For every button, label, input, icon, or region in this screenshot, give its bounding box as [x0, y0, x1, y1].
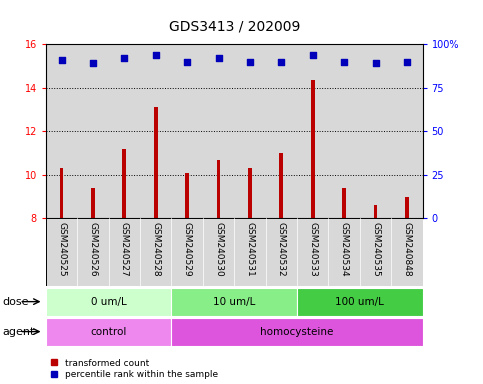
Legend: transformed count, percentile rank within the sample: transformed count, percentile rank withi…	[50, 359, 218, 379]
Bar	[297, 288, 423, 316]
Bar	[46, 318, 171, 346]
Text: 100 um/L: 100 um/L	[335, 296, 384, 307]
Text: GSM240535: GSM240535	[371, 222, 380, 276]
Point	[309, 51, 317, 58]
Bar	[171, 318, 423, 346]
Text: GSM240529: GSM240529	[183, 222, 192, 276]
Text: control: control	[90, 326, 127, 337]
Bar	[311, 80, 314, 218]
Bar	[60, 168, 63, 218]
Point	[58, 57, 66, 63]
Point	[246, 58, 254, 65]
Text: 0 um/L: 0 um/L	[91, 296, 127, 307]
Bar	[280, 153, 283, 218]
Text: GSM240527: GSM240527	[120, 222, 129, 276]
Point	[372, 60, 380, 66]
Text: dose: dose	[2, 296, 29, 307]
Point	[89, 60, 97, 66]
Text: GSM240526: GSM240526	[88, 222, 98, 276]
Bar	[46, 288, 171, 316]
Text: GSM240528: GSM240528	[151, 222, 160, 276]
Text: GSM240848: GSM240848	[402, 222, 412, 276]
Text: homocysteine: homocysteine	[260, 326, 334, 337]
Bar	[123, 149, 126, 218]
Text: GSM240530: GSM240530	[214, 222, 223, 276]
Point	[340, 58, 348, 65]
Bar	[154, 108, 157, 218]
Bar	[405, 197, 409, 218]
Text: GSM240534: GSM240534	[340, 222, 349, 276]
Point	[277, 58, 285, 65]
Bar	[91, 188, 95, 218]
Bar	[342, 188, 346, 218]
Point	[152, 51, 159, 58]
Text: 10 um/L: 10 um/L	[213, 296, 256, 307]
Bar	[374, 205, 377, 218]
Bar	[217, 160, 220, 218]
Text: GDS3413 / 202009: GDS3413 / 202009	[169, 19, 300, 33]
Point	[403, 58, 411, 65]
Bar	[185, 173, 189, 218]
Point	[184, 58, 191, 65]
Point	[121, 55, 128, 61]
Point	[215, 55, 223, 61]
Bar	[171, 288, 297, 316]
Bar	[248, 168, 252, 218]
Text: GSM240531: GSM240531	[245, 222, 255, 276]
Text: agent: agent	[2, 326, 35, 337]
Text: GSM240525: GSM240525	[57, 222, 66, 276]
Text: GSM240533: GSM240533	[308, 222, 317, 276]
Text: GSM240532: GSM240532	[277, 222, 286, 276]
